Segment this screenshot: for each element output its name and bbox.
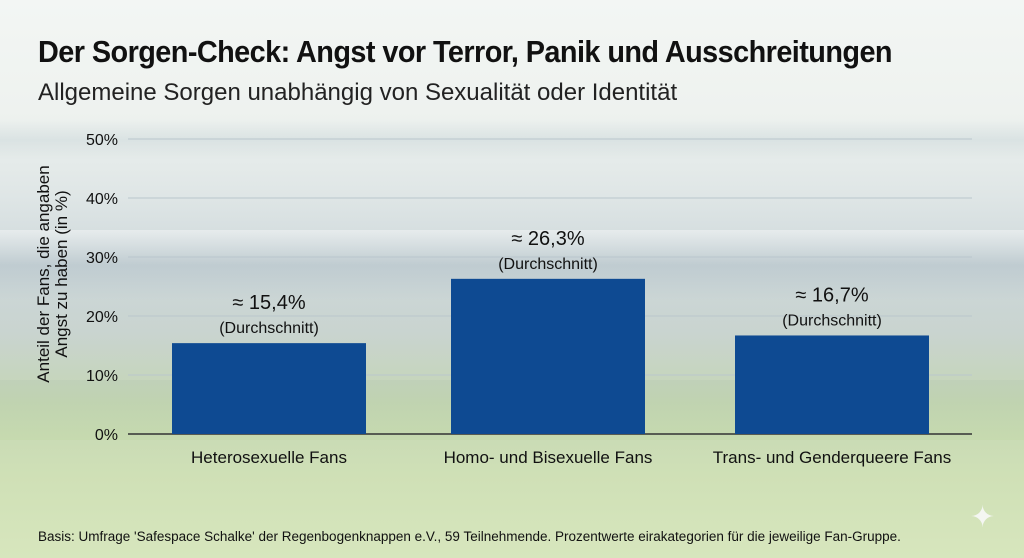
y-tick-label: 30% [86,250,118,267]
data-sublabel: (Durchschnitt) [498,256,598,273]
x-tick-label: Trans- und Genderqueere Fans [713,448,951,467]
bar [451,278,645,434]
data-sublabel: (Durchschnitt) [219,320,319,337]
y-tick-label: 50% [86,132,118,149]
data-label: ≈ 16,7% [795,284,868,306]
data-label: ≈ 15,4% [232,292,305,314]
bar [172,343,366,434]
footnote: Basis: Umfrage 'Safespace Schalke' der R… [38,529,901,544]
x-tick-label: Homo- und Bisexuelle Fans [444,448,653,467]
sparkle-icon: ✦ [970,501,996,534]
y-tick-label: 40% [86,191,118,208]
y-tick-label: 0% [95,427,118,444]
y-tick-label: 20% [86,309,118,326]
y-tick-label: 10% [86,368,118,385]
data-label: ≈ 26,3% [511,228,584,250]
chart-subtitle: Allgemeine Sorgen unabhängig von Sexuali… [38,79,678,106]
chart-title: Der Sorgen-Check: Angst vor Terror, Pani… [38,34,893,69]
data-sublabel: (Durchschnitt) [782,312,882,329]
x-tick-label: Heterosexuelle Fans [191,448,347,467]
bar [735,335,929,434]
